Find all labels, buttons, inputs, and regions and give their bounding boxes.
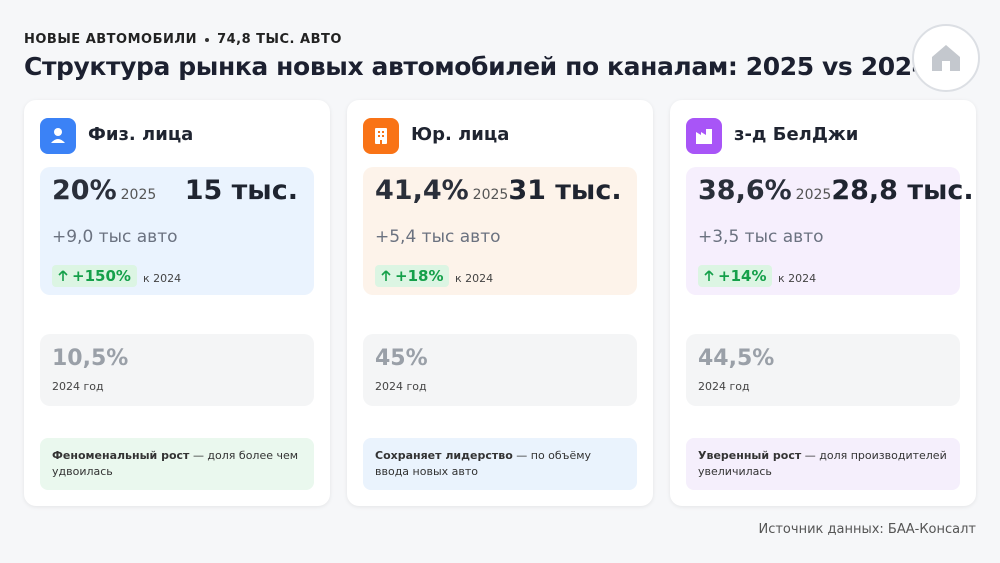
- note-text: Феноменальный рост — доля более чем удво…: [52, 448, 302, 480]
- icon-glyph: [51, 128, 65, 143]
- icon-glyph: [696, 129, 712, 144]
- current-row: 20% 2025 15 тыс.: [52, 175, 298, 206]
- kicker-text: НОВЫЕ АВТОМОБИЛИ: [24, 32, 198, 47]
- growth: +150%: [72, 267, 131, 285]
- share-group: 41,4% 2025: [375, 175, 508, 206]
- card: Юр. лица 41,4% 2025 31 тыс. +5,4 тыс авто +18…: [347, 100, 653, 506]
- current-row: 41,4% 2025 31 тыс.: [375, 175, 622, 206]
- share-2024-label: 2024 год: [698, 380, 750, 393]
- share-2024-label: 2024 год: [52, 380, 104, 393]
- growth: +18%: [395, 267, 444, 285]
- note-bold: Сохраняет лидерство: [375, 449, 513, 462]
- current-panel: 20% 2025 15 тыс. +9,0 тыс авто +150% к 2024: [40, 167, 314, 295]
- current-panel: 38,6% 2025 28,8 тыс. +3,5 тыс авто +14% к 202…: [686, 167, 974, 295]
- note-rest: — доля производителей увеличилась: [698, 449, 947, 478]
- separator: [205, 37, 210, 42]
- share-2024-label: 2024 год: [375, 380, 427, 393]
- current-panel: 41,4% 2025 31 тыс. +5,4 тыс авто +18% к 2024: [363, 167, 637, 295]
- count: 15 тыс.: [184, 175, 298, 206]
- share-2025: 41,4%: [375, 175, 469, 206]
- growth-badge: +18%: [375, 265, 450, 287]
- share-2024: 44,5%: [698, 346, 775, 371]
- current-row: 38,6% 2025 28,8 тыс.: [698, 175, 974, 206]
- card: Физ. лица 20% 2025 15 тыс. +9,0 тыс авто +150…: [24, 100, 330, 506]
- count: 28,8 тыс.: [831, 175, 974, 206]
- share-2025: 20%: [52, 175, 117, 206]
- note-text: Сохраняет лидерство — по объёму ввода но…: [375, 448, 625, 480]
- card-name: Юр. лица: [411, 124, 510, 145]
- share-group: 20% 2025: [52, 175, 156, 206]
- growth-badge: +150%: [52, 265, 137, 287]
- share-2024: 10,5%: [52, 346, 129, 371]
- note: Сохраняет лидерство — по объёму ввода но…: [363, 438, 637, 490]
- delta: +3,5 тыс авто: [698, 227, 824, 247]
- kicker: НОВЫЕ АВТОМОБИЛИ 74,8 ТЫС. АВТО: [24, 32, 342, 47]
- share-year: 2025: [120, 187, 157, 203]
- note: Феноменальный рост — доля более чем удво…: [40, 438, 314, 490]
- share-year: 2025: [472, 187, 509, 203]
- card-icon: [686, 118, 722, 154]
- note: Уверенный рост — доля производителей уве…: [686, 438, 960, 490]
- kicker-total: 74,8 ТЫС. АВТО: [217, 32, 342, 47]
- up-arrow: [704, 270, 714, 281]
- delta: +9,0 тыс авто: [52, 227, 178, 247]
- growth-note: к 2024: [455, 272, 494, 285]
- growth-note: к 2024: [778, 272, 817, 285]
- card-name: Физ. лица: [88, 124, 194, 145]
- growth: +14%: [718, 267, 767, 285]
- card-icon: [40, 118, 76, 154]
- count: 31 тыс.: [508, 175, 622, 206]
- growth-badge: +14%: [698, 265, 773, 287]
- previous-panel: 45% 2024 год: [363, 334, 637, 406]
- growth-note: к 2024: [143, 272, 182, 285]
- up-arrow: [381, 270, 391, 281]
- delta: +5,4 тыс авто: [375, 227, 501, 247]
- note-bold: Уверенный рост: [698, 449, 802, 462]
- share-2025: 38,6%: [698, 175, 792, 206]
- home-icon: [932, 45, 960, 71]
- note-rest: — доля более чем удвоилась: [52, 449, 299, 478]
- note-rest: — по объёму ввода новых авто: [375, 449, 592, 478]
- note-text: Уверенный рост — доля производителей уве…: [698, 448, 948, 480]
- source: Источник данных: БАА-Консалт: [758, 522, 976, 537]
- icon-glyph: [375, 128, 387, 144]
- card-icon: [363, 118, 399, 154]
- share-group: 38,6% 2025: [698, 175, 831, 206]
- previous-panel: 44,5% 2024 год: [686, 334, 960, 406]
- card: з-д БелДжи 38,6% 2025 28,8 тыс. +3,5 тыс авт…: [670, 100, 976, 506]
- note-bold: Феноменальный рост: [52, 449, 190, 462]
- title: Структура рынка новых автомобилей по кан…: [24, 52, 929, 81]
- share-year: 2025: [795, 187, 832, 203]
- previous-panel: 10,5% 2024 год: [40, 334, 314, 406]
- up-arrow: [58, 270, 68, 281]
- home-button[interactable]: [912, 24, 980, 92]
- share-2024: 45%: [375, 346, 428, 371]
- card-name: з-д БелДжи: [734, 124, 859, 145]
